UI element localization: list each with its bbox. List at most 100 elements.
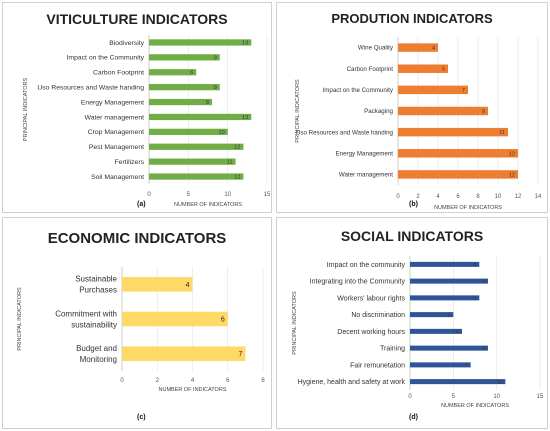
panel-label: (a) bbox=[137, 201, 146, 208]
chart-title: ECONOMIC INDICATORS bbox=[47, 230, 227, 247]
x-tick-label: 8 bbox=[261, 378, 265, 384]
category-label: Energy Management bbox=[336, 150, 394, 157]
production-panel: PRODUTION INDICATORS 0 2 4 6 8 10 12 14 Wine Qua… bbox=[276, 2, 548, 213]
category-label: Energy Management bbox=[81, 99, 144, 106]
category-label: Wine Quality bbox=[358, 45, 394, 52]
data-label: 12 bbox=[509, 151, 515, 157]
x-tick-label: 10 bbox=[224, 192, 231, 198]
bar bbox=[398, 85, 468, 95]
bar bbox=[398, 170, 518, 179]
x-tick-label: 0 bbox=[120, 378, 124, 384]
category-label: Sustainable bbox=[75, 275, 117, 284]
x-tick-label: 14 bbox=[535, 194, 542, 200]
category-label: Fair remunetation bbox=[350, 362, 405, 369]
x-tick-label: 15 bbox=[264, 192, 271, 198]
bar bbox=[410, 379, 506, 385]
category-label: Water management bbox=[339, 172, 393, 179]
x-tick-label: 0 bbox=[147, 192, 151, 198]
data-label: 6 bbox=[456, 329, 459, 335]
data-label: 9 bbox=[214, 85, 217, 91]
panel-label: (b) bbox=[409, 201, 418, 208]
chart-title: PRODUTION INDICATORS bbox=[331, 11, 493, 26]
y-axis-title: PRINCIPAL INDICATORS bbox=[17, 287, 23, 351]
data-label: 7 bbox=[238, 351, 242, 358]
bar bbox=[149, 54, 220, 61]
bar bbox=[398, 149, 518, 158]
category-label: Decent working hours bbox=[337, 329, 405, 336]
bar bbox=[122, 277, 193, 292]
x-tick-label: 5 bbox=[187, 192, 191, 198]
category-label: Pest Management bbox=[89, 144, 144, 151]
data-label: 11 bbox=[497, 380, 503, 386]
social-panel: SOCIAL INDICATORS 0 5 10 15 Impact on the co… bbox=[276, 217, 548, 429]
x-tick-label: 2 bbox=[156, 378, 160, 384]
data-label: 5 bbox=[447, 313, 450, 319]
data-label: 5 bbox=[442, 67, 445, 73]
category-label: sustainability bbox=[71, 320, 117, 329]
x-tick-label: 12 bbox=[515, 194, 522, 200]
category-label: Carbon Footprint bbox=[347, 66, 394, 73]
category-label: Integrating into the Community bbox=[310, 279, 406, 286]
bar bbox=[149, 158, 236, 165]
category-label: Carbon Footprint bbox=[93, 70, 144, 77]
data-label: 9 bbox=[214, 55, 217, 61]
bar bbox=[398, 64, 448, 73]
y-axis-title: PRINCIPAL INDICATORS bbox=[23, 77, 29, 141]
data-label: 4 bbox=[432, 46, 435, 52]
bar bbox=[410, 312, 454, 318]
x-tick-label: 6 bbox=[456, 194, 460, 200]
viticulture-panel: VITICULTURE INDICATORS 0 5 10 15 Biodiversit… bbox=[2, 2, 272, 213]
x-tick-label: 0 bbox=[396, 194, 400, 200]
category-label: Purchases bbox=[79, 286, 117, 295]
data-label: 9 bbox=[482, 279, 485, 285]
category-label: Commitment with bbox=[55, 309, 117, 318]
bar bbox=[149, 69, 197, 76]
category-label: Uso Resources and Waste handing bbox=[37, 85, 144, 92]
x-axis-title: NUMBER OF INDICATORS bbox=[174, 202, 242, 208]
data-label: 12 bbox=[509, 172, 515, 178]
category-label: Impact on the Community bbox=[323, 87, 394, 94]
x-tick-label: 8 bbox=[476, 194, 480, 200]
bar bbox=[149, 128, 228, 135]
bar bbox=[410, 328, 462, 334]
data-label: 6 bbox=[190, 70, 193, 76]
data-label: 8 bbox=[473, 262, 476, 268]
economic-panel: ECONOMIC INDICATORS 0 2 4 6 8 Sustainable Purc… bbox=[2, 217, 272, 429]
data-label: 11 bbox=[227, 160, 233, 166]
category-label: Packaging bbox=[364, 108, 393, 115]
x-tick-label: 10 bbox=[495, 194, 502, 200]
data-label: 7 bbox=[465, 363, 468, 369]
bar bbox=[149, 84, 220, 91]
panel-label: (d) bbox=[409, 414, 418, 421]
data-label: 13 bbox=[242, 115, 248, 121]
bar bbox=[149, 98, 212, 106]
viticulture-chart: 0 5 10 15 Biodiversity 13 Impact on the Commun… bbox=[23, 35, 271, 208]
category-label: Impact on the community bbox=[327, 262, 406, 269]
x-axis-title: NUMBER OF INDICATORS bbox=[434, 205, 502, 211]
category-label: Soil Management bbox=[91, 174, 144, 181]
data-label: 12 bbox=[234, 145, 240, 151]
panel-label: (c) bbox=[137, 414, 146, 421]
bar bbox=[149, 173, 244, 180]
category-label: Monitoring bbox=[80, 355, 117, 364]
bar bbox=[410, 362, 471, 368]
x-tick-label: 0 bbox=[408, 394, 412, 400]
data-label: 11 bbox=[499, 130, 505, 136]
social-chart: 0 5 10 15 Impact on the community 8 Integratin… bbox=[292, 256, 544, 409]
category-label: Crop Management bbox=[88, 129, 144, 136]
data-label: 9 bbox=[482, 346, 485, 352]
bar bbox=[122, 346, 246, 361]
bar bbox=[410, 345, 488, 351]
x-axis-title: NUMBER OF INDICATORS bbox=[441, 403, 509, 409]
bar bbox=[122, 311, 228, 327]
chart-title: VITICULTURE INDICATORS bbox=[46, 11, 228, 27]
data-label: 13 bbox=[242, 40, 248, 46]
bar bbox=[398, 106, 488, 116]
category-label: Budget and bbox=[76, 344, 117, 353]
x-axis-title: NUMBER OF INDICATORS bbox=[159, 387, 227, 393]
chart-title: SOCIAL INDICATORS bbox=[340, 228, 484, 244]
y-axis-title: PRINCIPAL INDICATORS bbox=[295, 79, 301, 143]
bar bbox=[410, 278, 488, 284]
category-label: Hygiene, health and safety at work bbox=[298, 379, 406, 386]
data-label: 12 bbox=[234, 175, 240, 181]
